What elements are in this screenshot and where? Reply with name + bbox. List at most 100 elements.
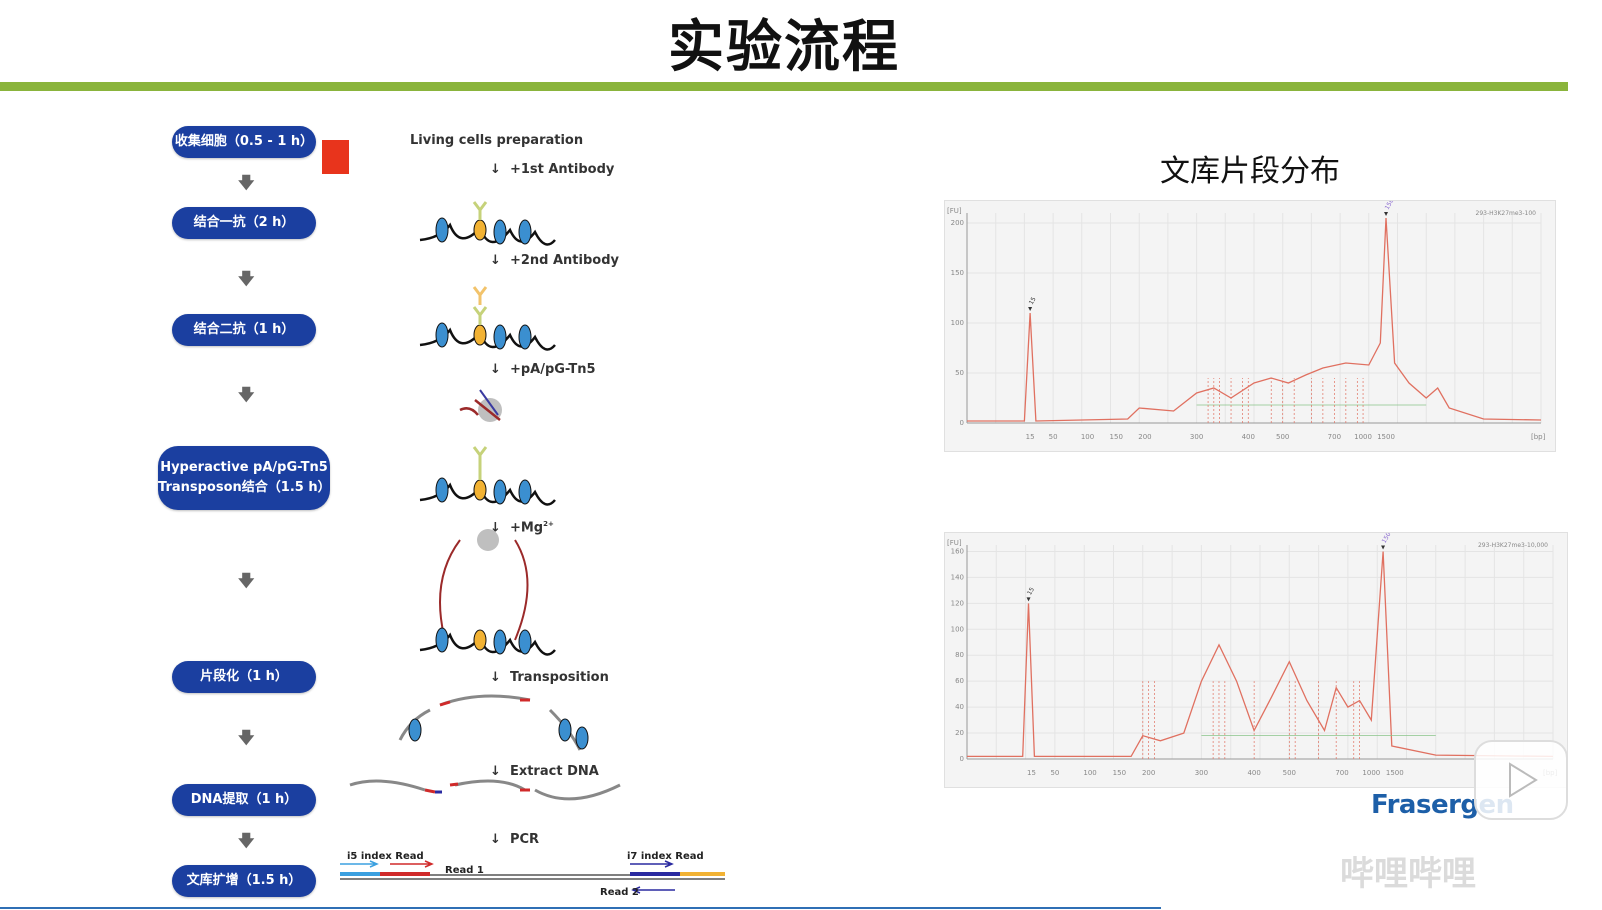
flow-step-tn5-binding: Hyperactive pA/pG-Tn5 Transposon结合（1.5 h… [158,446,331,510]
peak-label: 15 [1028,296,1038,306]
x-tick-label: 1500 [1377,433,1395,441]
x-tick-label: 50 [1050,769,1059,777]
step-1st-antibody: ↓ +1st Antibody [490,162,615,177]
down-arrow-icon: 🡇 [238,831,255,850]
trace-line [967,217,1542,422]
y-tick-label: 80 [955,651,964,659]
down-arrow-icon: 🡇 [238,571,255,590]
step-pa-pg-tn5-text: +pA/pG-Tn5 [509,362,596,377]
step-mg-text: +Mg [509,520,544,536]
flow-step-collect-cells: 收集细胞（0.5 - 1 h） [172,126,316,158]
y-tick-label: 200 [951,219,964,227]
x-tick-label: 15 [1026,433,1035,441]
y-tick-label: 140 [951,573,964,581]
peak-marker [1028,307,1033,311]
y-tick-label: 100 [951,625,964,633]
nucleosome-row-3 [419,446,556,506]
x-tick-label: 150 [1113,769,1126,777]
step-2nd-antibody-text: +2nd Antibody [509,253,619,268]
step-2nd-antibody: ↓ +2nd Antibody [490,253,619,268]
x-tick-label: 300 [1195,769,1208,777]
step-pa-pg-tn5: ↓ +pA/pG-Tn5 [490,362,596,377]
flow-step-tn5-line2: Transposon结合（1.5 h） [158,480,331,495]
label-read2: Read 2 [600,887,639,898]
nucleosome-row-4 [419,529,556,656]
label-i7-index-read: i7 index Read [627,851,704,862]
chart-bottom-svg: 0 20 40 60 80 100 120 140 160 15 50 100 150 200 300 400… [947,528,1558,777]
pcr-product [340,860,725,894]
y-unit-label: [FU] [947,207,962,215]
play-icon [1509,762,1538,798]
peak-marker [1384,212,1389,216]
peak-label: 15 [1026,586,1036,596]
x-tick-label: 500 [1276,433,1289,441]
step-extract-dna: ↓ Extract DNA [490,764,599,779]
play-button[interactable] [1474,740,1568,820]
x-tick-label: 400 [1242,433,1255,441]
x-tick-label: 1000 [1362,769,1380,777]
down-arrow-icon: 🡇 [238,728,255,747]
down-arrow-icon: 🡇 [238,385,255,404]
x-unit-label: [bp] [1531,433,1546,441]
flow-step-library-amplification: 文库扩增（1.5 h） [172,865,316,897]
x-tick-label: 15 [1027,769,1036,777]
panel-title: 文库片段分布 [1160,154,1340,189]
x-tick-label: 200 [1138,433,1151,441]
page-title: 实验流程 [668,15,900,80]
flow-step-tn5-line1: Hyperactive pA/pG-Tn5 [160,460,328,475]
schematic-drawing [340,201,725,894]
watermark: 哔哩哔哩 [1340,854,1476,894]
down-arrow-icon: 🡇 [238,269,255,288]
extracted-dna [349,779,621,801]
down-arrow-icon: 🡇 [238,173,255,192]
label-i5-index-read: i5 index Read [347,851,424,862]
y-tick-label: 60 [955,677,964,685]
step-1st-antibody-text: +1st Antibody [509,162,615,177]
chart-bottom: 0 20 40 60 80 100 120 140 160 15 50 100 150 200 300 400… [944,528,1568,788]
y-tick-label: 50 [955,369,964,377]
label-read1: Read 1 [445,865,484,876]
tn5-complex [459,389,502,422]
flow-step-fragmentation: 片段化（1 h） [172,661,316,693]
x-tick-label: 500 [1283,769,1296,777]
x-tick-label: 100 [1083,769,1096,777]
red-marker [322,140,349,174]
bottom-line [0,907,1161,909]
x-tick-label: 700 [1328,433,1341,441]
step-pcr-text: PCR [509,832,540,847]
x-tick-label: 150 [1110,433,1123,441]
y-tick-label: 100 [951,319,964,327]
y-tick-label: 0 [960,755,964,763]
nucleosome-row-1 [419,201,556,246]
y-tick-label: 150 [951,269,964,277]
step-transposition-text: Transposition [509,670,609,685]
chart-top-svg: 0 50 100 150 200 15 50 100 150 200 300 400 500 700 100… [947,194,1546,441]
sample-label: 293-H3K27me3-100 [1476,210,1537,217]
x-tick-label: 400 [1247,769,1260,777]
nucleosome-row-2 [419,286,556,351]
y-tick-label: 160 [951,547,964,555]
x-tick-label: 100 [1081,433,1094,441]
peak-label: 1500 [1384,201,1398,211]
transposed-fragments [398,694,589,751]
step-transposition: ↓ Transposition [490,670,609,685]
step-mg: ↓ +Mg2+ [490,520,554,536]
peak-marker [1381,545,1386,550]
x-tick-label: 1500 [1386,769,1404,777]
step-living-cells: Living cells preparation [410,133,584,148]
flow-step-primary-antibody: 结合一抗（2 h） [172,207,316,239]
x-tick-label: 1000 [1354,433,1372,441]
y-tick-label: 120 [951,599,964,607]
x-tick-label: 700 [1335,769,1348,777]
flow-step-secondary-antibody: 结合二抗（1 h） [172,314,316,346]
step-pcr: ↓ PCR [490,832,540,847]
step-mg-sup: 2+ [543,520,554,528]
peak-marker [1026,597,1031,602]
x-tick-label: 50 [1049,433,1058,441]
chart-top: 0 50 100 150 200 15 50 100 150 200 300 400 500 700 100… [944,194,1556,452]
y-tick-label: 40 [955,703,964,711]
y-unit-label: [FU] [947,539,962,547]
sample-label: 293-H3K27me3-10,000 [1478,542,1548,549]
flow-step-dna-extraction: DNA提取（1 h） [172,784,316,816]
x-tick-label: 200 [1142,769,1155,777]
